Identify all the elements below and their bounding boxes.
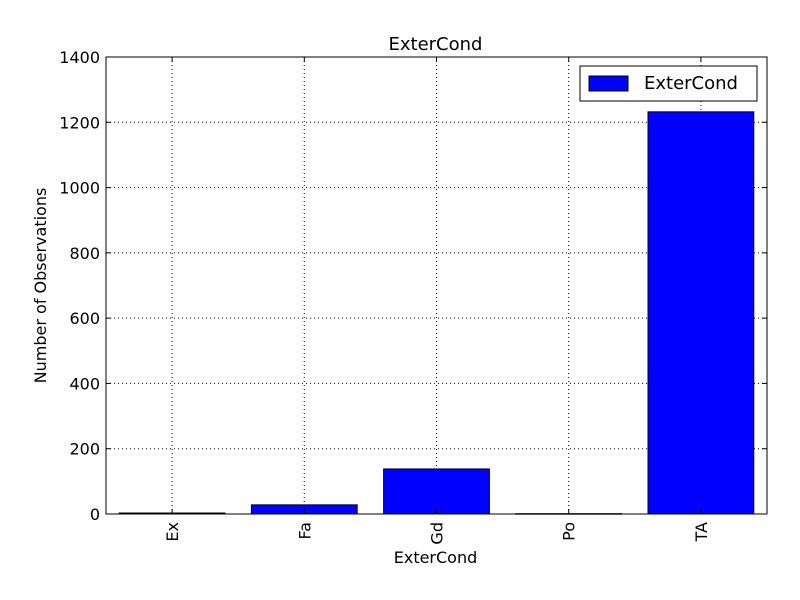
plot-frame (105, 56, 768, 515)
legend-label: ExterCond (644, 73, 738, 94)
x-tick-label: TA (692, 522, 711, 543)
bar-ta (647, 111, 755, 515)
y-tick-label: 1400 (59, 48, 100, 67)
x-tick-label: Fa (295, 522, 314, 540)
x-tick-label: Ex (163, 522, 182, 542)
y-tick-label: 800 (69, 244, 100, 263)
x-axis-label: ExterCond (394, 548, 478, 567)
y-tick-label: 600 (69, 309, 100, 328)
y-tick-label: 400 (69, 374, 100, 393)
legend-swatch (588, 75, 629, 92)
y-tick-label: 1000 (59, 179, 100, 198)
x-tick-label: Gd (428, 522, 447, 545)
bar-gd (383, 468, 490, 515)
y-tick-label: 200 (69, 440, 100, 459)
chart-title: ExterCond (389, 34, 483, 55)
y-axis-label: Number of Observations (31, 188, 50, 384)
x-tick-label: Po (560, 522, 579, 541)
axes (105, 56, 768, 515)
y-tick-label: 0 (90, 505, 100, 524)
y-tick-label: 1200 (59, 113, 100, 132)
tick-labels: 0 200 400 600 800 1000 1200 1400 Ex Fa Gd Po TA (59, 48, 711, 545)
legend: ExterCond (579, 65, 758, 102)
